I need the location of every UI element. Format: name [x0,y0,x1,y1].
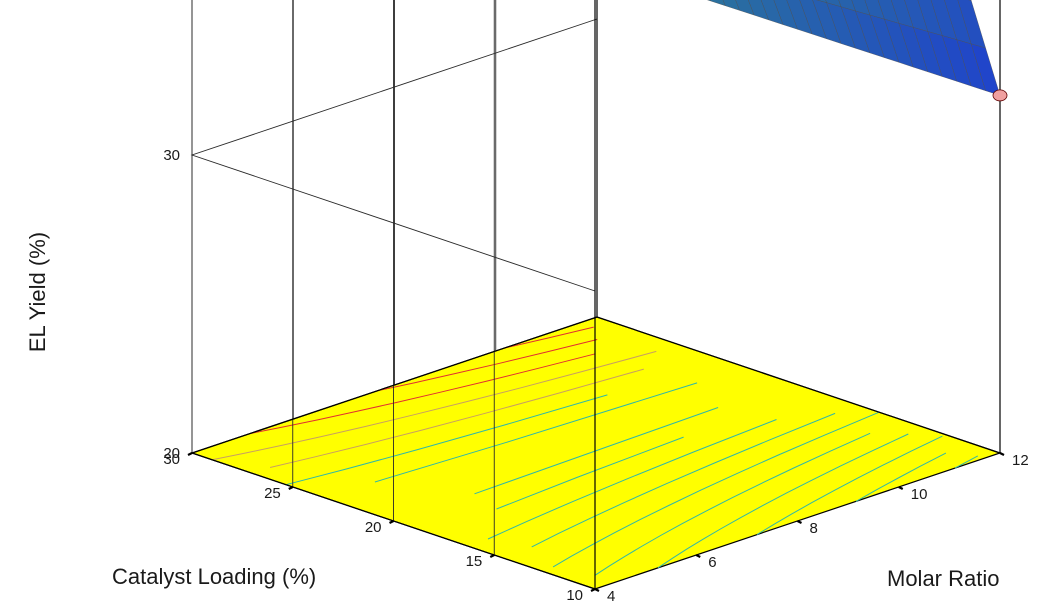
x-tick-mark [999,452,1005,456]
floor-layer [190,316,1002,590]
design-points-layer [992,89,1008,102]
surface-cell [722,0,740,11]
contour-line [594,432,871,577]
y-tick-label: 25 [264,485,281,502]
y-tick-mark [187,452,193,456]
x-tick-label: 6 [708,554,716,571]
surface-cell [710,0,726,6]
contour-line [496,436,684,510]
floor-plane [190,316,1002,590]
contour-line [474,407,719,495]
contour-line [285,394,608,486]
surface-cell [707,0,712,2]
x-tick-label: 12 [1012,452,1029,469]
design-point-4 [992,89,1008,102]
contour-line [376,339,598,392]
grid-line [190,18,598,292]
y-tick-mark [389,520,394,524]
contour-line [954,455,979,469]
y-tick-label: 20 [365,519,382,536]
contour-line [657,433,909,569]
contour-line [504,326,594,349]
contour-line [756,435,943,536]
surface-cell [735,0,755,16]
surface-layer [707,0,1001,96]
grid-layer [190,0,1001,590]
z-tick-label: 20 [163,445,180,462]
x-tick-mark [695,554,701,558]
y-tick-mark [489,554,495,558]
y-tick-label: 10 [566,587,583,604]
z-tick-label: 30 [163,147,180,164]
x-tick-mark [898,486,904,490]
contour-line [855,452,947,502]
x-tick-mark [594,588,600,592]
x-tick-label: 10 [911,486,928,503]
contour-line [249,353,596,435]
y-tick-mark [288,486,294,490]
contour-line [531,412,836,548]
tick-labels-layer: 2030405060708010152025304681012 [163,147,1029,605]
x-axis-title: Molar Ratio [887,566,999,591]
x-tick-label: 8 [810,520,818,537]
y-tick-label: 30 [163,451,180,468]
y-axis-title: Catalyst Loading (%) [112,564,316,589]
z-axis-title: EL Yield (%) [25,232,50,352]
contour-line [269,368,644,468]
contour-line [552,411,880,568]
surface-cell [748,0,769,21]
x-tick-mark [797,520,802,524]
contour-line [487,419,777,540]
y-tick-label: 15 [466,553,483,570]
contour-line [212,350,657,461]
y-tick-mark [590,588,596,592]
surface-cell [760,0,784,25]
contour-line [374,382,698,483]
surface-cell [773,0,798,30]
x-tick-label: 4 [607,588,615,605]
